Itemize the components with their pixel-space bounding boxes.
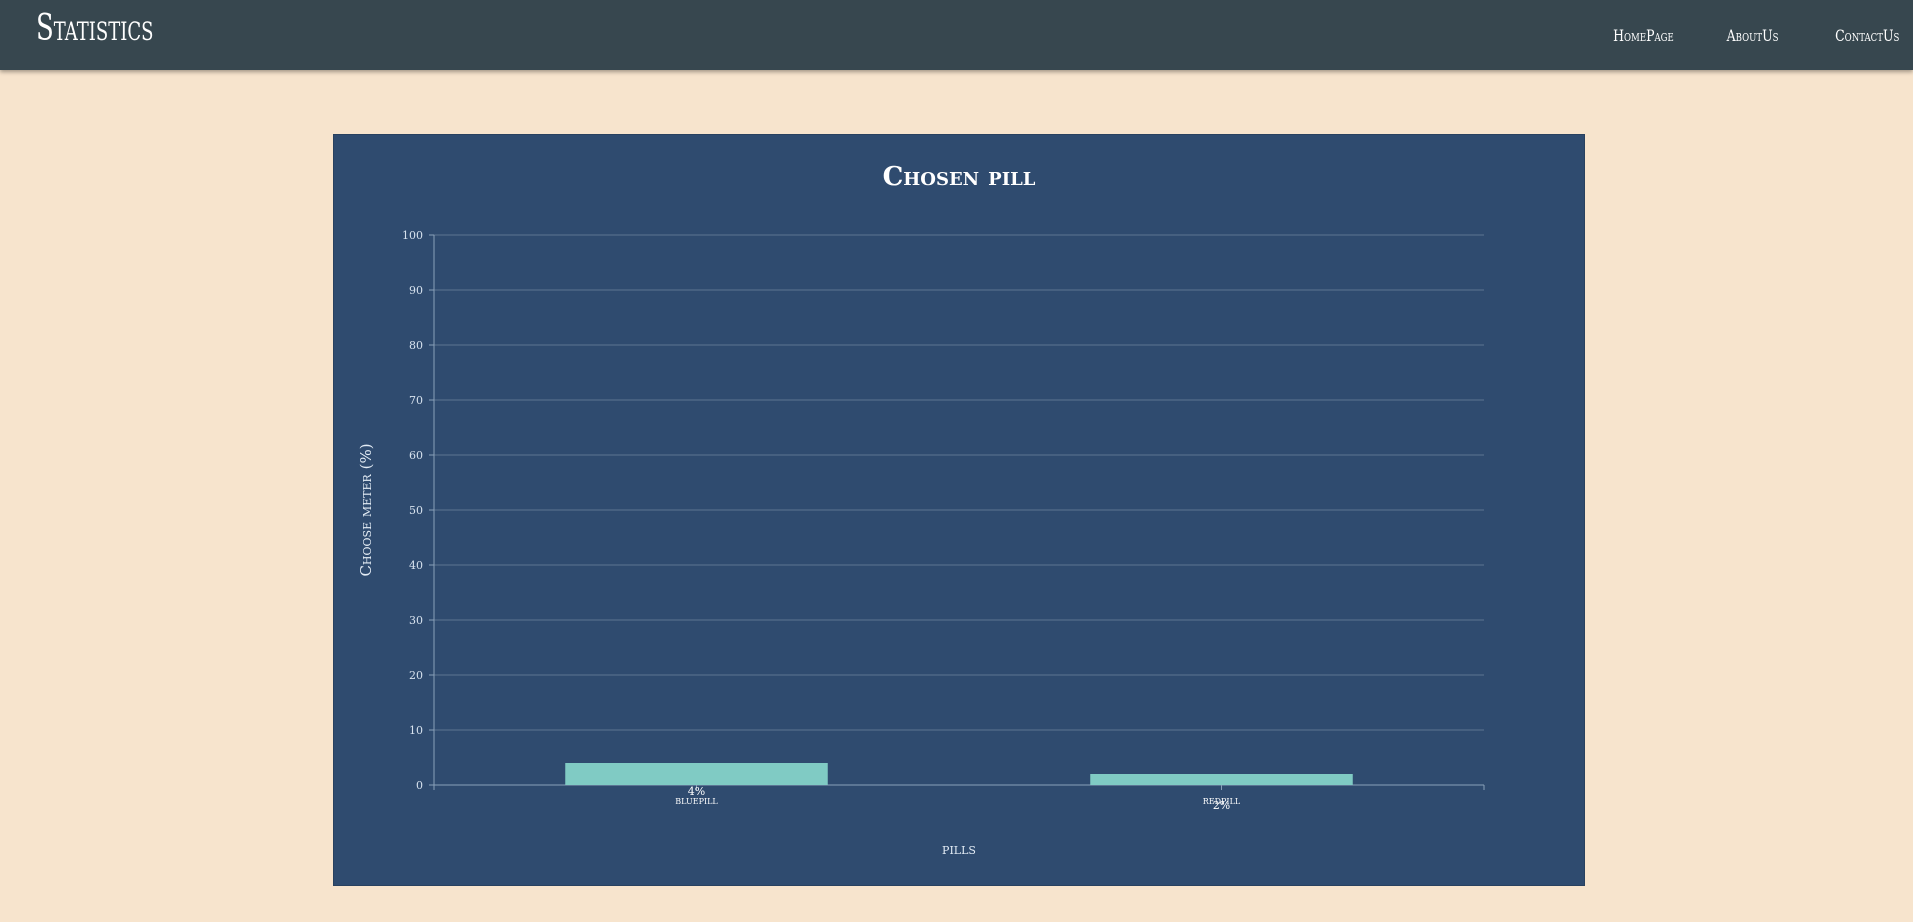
- x-tick-label-bluepill: bluepill: [675, 794, 718, 807]
- y-tick-label: 70: [409, 394, 423, 407]
- y-axis-label: Choose meter (%): [357, 443, 375, 576]
- y-tick-label: 10: [409, 724, 423, 737]
- brand-title[interactable]: Statistics: [36, 8, 154, 49]
- y-tick-label: 90: [409, 284, 423, 297]
- y-tick-label: 60: [409, 449, 423, 462]
- axes: [429, 234, 1485, 790]
- grid-lines: [434, 234, 1484, 731]
- nav-link-contactus[interactable]: ContactUs: [1834, 25, 1899, 45]
- data-label-bluepill: 4%: [688, 785, 705, 798]
- chart-panel: Chosen pill Choose meter (%) pills 0 10 20…: [333, 134, 1585, 886]
- bars: [565, 763, 1353, 785]
- data-label-redpill: 2%: [1213, 799, 1230, 812]
- bar-bluepill[interactable]: [565, 763, 828, 785]
- chart-title: Chosen pill: [883, 162, 1036, 192]
- y-tick-label: 30: [409, 614, 423, 627]
- y-tick-label: 20: [409, 669, 423, 682]
- x-tick-label-redpill: redpill: [1203, 794, 1241, 807]
- bar-chart: Chosen pill Choose meter (%) pills 0 10 20…: [357, 162, 1485, 858]
- y-tick-label: 40: [409, 559, 423, 572]
- nav-link-aboutus[interactable]: AboutUs: [1726, 25, 1779, 45]
- y-tick-label: 100: [402, 229, 423, 242]
- x-axis-label: pills: [942, 840, 976, 858]
- nav-links: HomePage AboutUs ContactUs: [1558, 0, 1913, 70]
- y-tick-label: 0: [416, 779, 423, 792]
- navbar: Statistics HomePage AboutUs ContactUs: [0, 0, 1913, 70]
- nav-link-homepage[interactable]: HomePage: [1613, 25, 1675, 45]
- y-tick-label: 50: [409, 504, 423, 517]
- bar-redpill[interactable]: [1090, 774, 1353, 785]
- y-tick-label: 80: [409, 339, 423, 352]
